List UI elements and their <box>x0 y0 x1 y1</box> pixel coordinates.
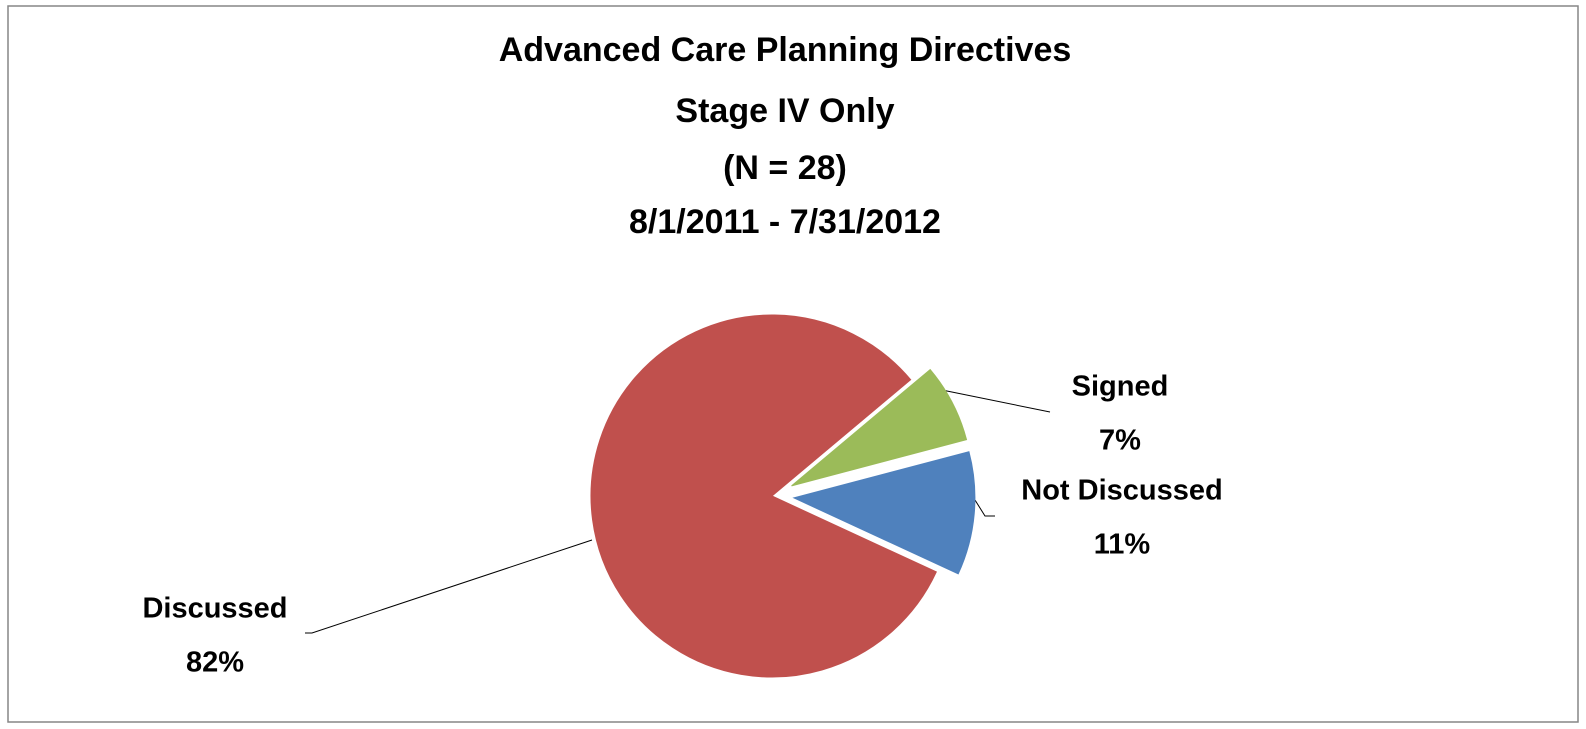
value-label: 82% <box>186 647 244 679</box>
leader-lines <box>305 389 1051 634</box>
leader-line <box>974 499 995 517</box>
category-label: Not Discussed <box>1021 475 1222 507</box>
pie-slice <box>792 451 976 575</box>
category-label: Signed <box>1072 371 1169 403</box>
value-label: 11% <box>1094 529 1151 561</box>
chart-title: Advanced Care Planning Directives <box>499 31 1072 69</box>
category-label: Discussed <box>142 593 287 625</box>
chart-subtitle: (N = 28) <box>723 149 847 187</box>
chart-subtitle: Stage IV Only <box>675 92 894 130</box>
value-label: 7% <box>1099 425 1141 457</box>
leader-line <box>941 389 1051 413</box>
chart-subtitle: 8/1/2011 - 7/31/2012 <box>629 203 941 241</box>
pie-slice <box>791 368 968 487</box>
pie-slice <box>590 314 937 678</box>
leader-line <box>305 539 593 634</box>
